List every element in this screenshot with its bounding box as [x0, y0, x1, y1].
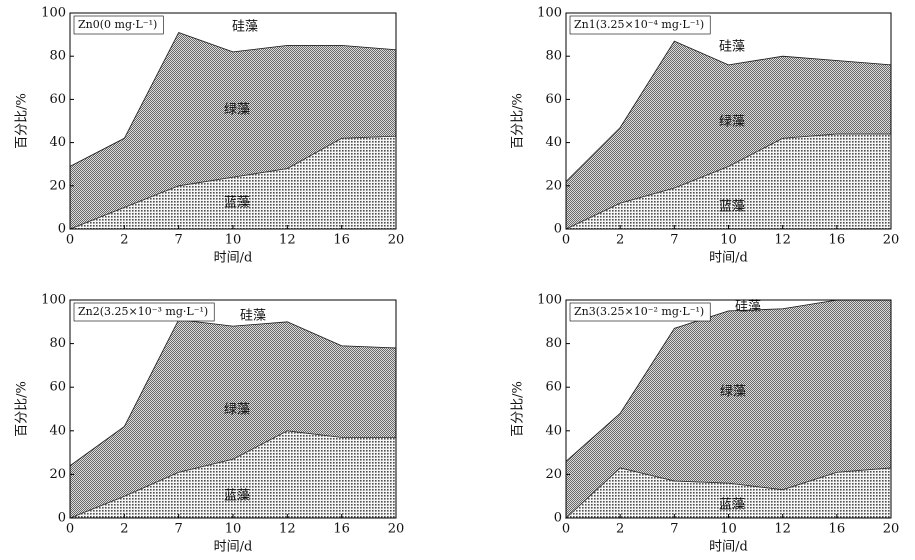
y-tick-label: 0 — [58, 222, 66, 237]
x-tick-label: 16 — [333, 233, 350, 248]
area-label: 绿藻 — [224, 103, 250, 118]
y-tick-label: 0 — [554, 222, 562, 237]
title-box — [73, 15, 164, 35]
x-tick-label: 10 — [225, 522, 242, 537]
area-label: 硅藻 — [735, 300, 761, 315]
area-label: 绿藻 — [720, 385, 746, 400]
x-tick-label: 2 — [120, 233, 128, 248]
y-tick-label: 40 — [545, 423, 562, 438]
y-tick-label: 60 — [49, 92, 66, 107]
area-tint — [70, 319, 396, 518]
chart-title: Zn1(3.25×10⁻⁴ mg·L⁻¹) — [574, 18, 704, 31]
area-tint — [70, 32, 396, 229]
area-label: 绿藻 — [224, 403, 250, 418]
y-tick-label: 0 — [58, 511, 66, 526]
y-tick-label: 100 — [537, 6, 562, 21]
x-tick-label: 0 — [562, 522, 570, 537]
y-tick-label: 40 — [545, 135, 562, 150]
y-tick-label: 20 — [49, 467, 66, 482]
area-tint — [566, 41, 891, 229]
x-tick-label: 7 — [670, 233, 678, 248]
y-tick-label: 80 — [49, 49, 66, 64]
area-tint — [566, 133, 891, 229]
x-tick-label: 12 — [774, 233, 791, 248]
y-tick-label: 40 — [49, 423, 66, 438]
y-axis-label: 百分比/% — [15, 381, 30, 437]
x-axis-label: 时间/d — [214, 540, 253, 555]
chart-title: Zn3(3.25×10⁻² mg·L⁻¹) — [574, 305, 704, 318]
x-tick-label: 16 — [829, 233, 846, 248]
y-tick-label: 40 — [49, 135, 66, 150]
y-tick-label: 60 — [545, 92, 562, 107]
x-tick-label: 10 — [720, 522, 737, 537]
y-tick-label: 20 — [545, 178, 562, 193]
y-tick-label: 100 — [41, 6, 66, 21]
chart-title: Zn0(0 mg·L⁻¹) — [78, 18, 157, 31]
panel: 蓝藻 绿藻 硅藻 0 20 40 60 80 100 0 2 7 10 12 16 20 时间/d 百分比/% Zn… — [511, 6, 900, 266]
y-tick-label: 20 — [545, 467, 562, 482]
area-tint — [70, 430, 396, 518]
x-axis-label: 时间/d — [709, 540, 748, 555]
y-axis-label: 百分比/% — [511, 381, 526, 437]
area-label: 硅藻 — [240, 309, 266, 324]
x-tick-label: 2 — [616, 522, 624, 537]
area-label: 蓝藻 — [719, 200, 745, 215]
x-tick-label: 2 — [120, 522, 128, 537]
y-axis-label: 百分比/% — [15, 93, 30, 149]
y-tick-label: 100 — [41, 293, 66, 308]
x-tick-label: 16 — [829, 522, 846, 537]
panel: 蓝藻 绿藻 硅藻 0 20 40 60 80 100 0 2 7 10 12 16 20 时间/d 百分比/% Zn… — [15, 6, 405, 266]
panel: 蓝藻 绿藻 硅藻 0 20 40 60 80 100 0 2 7 10 12 16 20 时间/d 百分比/% Zn… — [15, 293, 405, 555]
y-axis-label: 百分比/% — [511, 93, 526, 149]
area-label: 硅藻 — [719, 40, 745, 55]
x-tick-label: 12 — [774, 522, 791, 537]
x-tick-label: 7 — [175, 522, 183, 537]
x-tick-label: 7 — [175, 233, 183, 248]
area-tint — [566, 467, 891, 518]
x-tick-label: 20 — [388, 233, 405, 248]
x-tick-label: 16 — [333, 522, 350, 537]
x-axis-label: 时间/d — [214, 251, 253, 266]
x-tick-label: 20 — [388, 522, 405, 537]
panel: 蓝藻 绿藻 硅藻 0 20 40 60 80 100 0 2 7 10 12 16 20 时间/d 百分比/% Zn… — [511, 293, 900, 555]
area-label: 蓝藻 — [224, 196, 250, 211]
y-tick-label: 100 — [537, 293, 562, 308]
x-tick-label: 10 — [720, 233, 737, 248]
area-label: 蓝藻 — [224, 489, 250, 504]
area-label: 硅藻 — [232, 20, 258, 35]
y-tick-label: 60 — [545, 380, 562, 395]
area-label: 绿藻 — [719, 115, 745, 130]
x-tick-label: 12 — [279, 522, 296, 537]
x-tick-label: 0 — [66, 522, 74, 537]
y-tick-label: 80 — [49, 336, 66, 351]
x-tick-label: 0 — [562, 233, 570, 248]
area-tint — [566, 300, 891, 518]
x-tick-label: 2 — [616, 233, 624, 248]
title-box — [569, 15, 711, 35]
x-tick-label: 12 — [279, 233, 296, 248]
x-tick-label: 20 — [883, 522, 900, 537]
title-box — [569, 302, 711, 322]
y-tick-label: 60 — [49, 380, 66, 395]
chart-title: Zn2(3.25×10⁻³ mg·L⁻¹) — [78, 305, 208, 318]
y-tick-label: 80 — [545, 49, 562, 64]
x-tick-label: 7 — [670, 522, 678, 537]
area-tint — [70, 136, 396, 229]
x-tick-label: 10 — [225, 233, 242, 248]
area-label: 蓝藻 — [719, 498, 745, 513]
x-tick-label: 0 — [66, 233, 74, 248]
y-tick-label: 80 — [545, 336, 562, 351]
x-axis-label: 时间/d — [709, 251, 748, 266]
y-tick-label: 20 — [49, 178, 66, 193]
y-tick-label: 0 — [554, 511, 562, 526]
title-box — [73, 302, 215, 322]
x-tick-label: 20 — [883, 233, 900, 248]
